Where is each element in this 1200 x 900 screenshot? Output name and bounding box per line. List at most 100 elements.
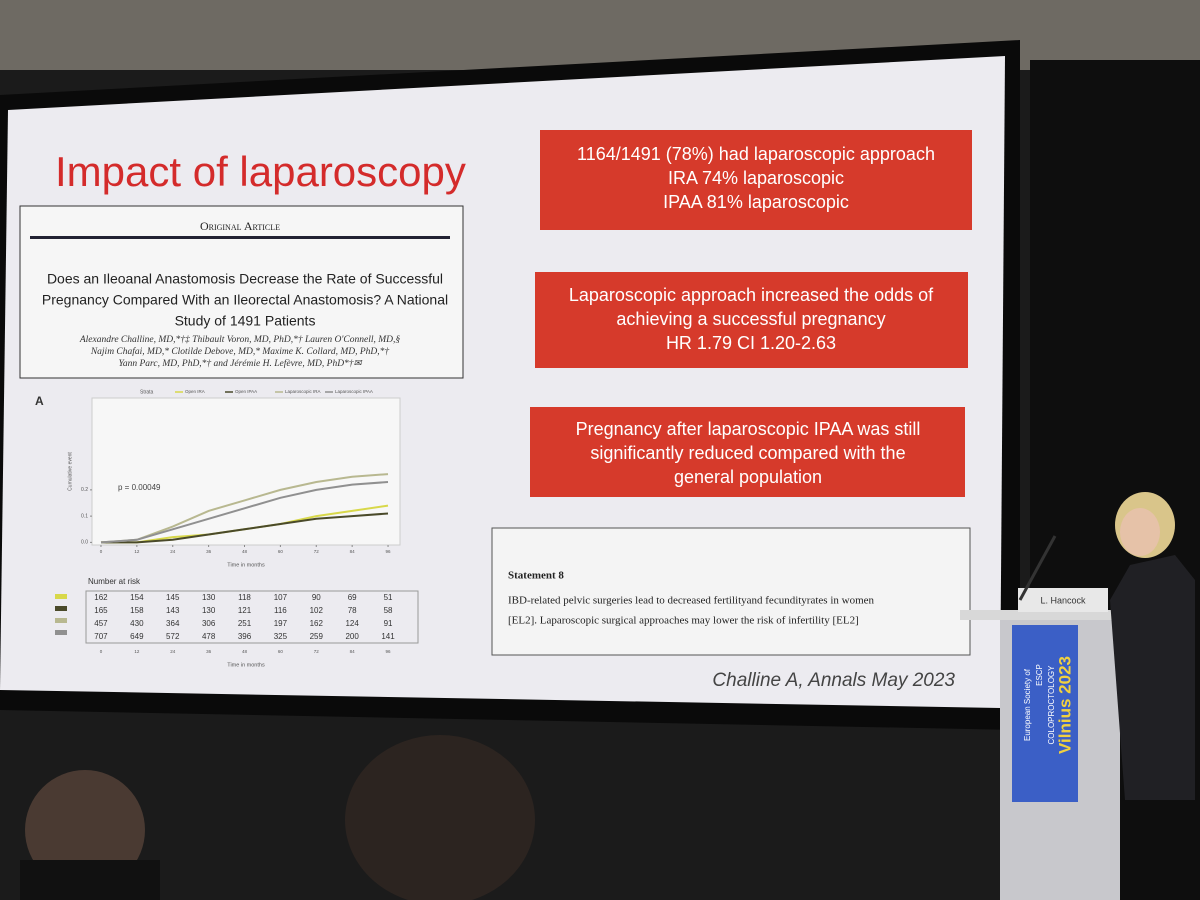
finding-box <box>540 130 972 230</box>
x-axis-label: Time in months <box>227 662 265 668</box>
risk-row-swatch <box>55 618 67 623</box>
km-curve <box>101 512 389 544</box>
risk-row-swatch <box>55 594 67 599</box>
x-tick-label: 12 <box>134 649 140 654</box>
legend-label: Open IPAA <box>235 389 257 394</box>
name-card <box>1018 588 1108 612</box>
finding-text: general population <box>674 467 822 487</box>
panel-label: A <box>35 394 44 408</box>
risk-table-title: Number at risk <box>88 577 141 586</box>
x-tick-label: 24 <box>170 549 176 554</box>
risk-cell: 91 <box>384 619 393 628</box>
x-tick-label: 48 <box>242 549 248 554</box>
x-tick-label: 0 <box>100 649 103 654</box>
risk-cell: 90 <box>312 593 321 602</box>
slide-title: Impact of laparoscopy <box>55 148 466 195</box>
finding-text: 1164/1491 (78%) had laparoscopic approac… <box>577 144 935 164</box>
risk-cell: 107 <box>274 593 288 602</box>
banner <box>1012 625 1078 802</box>
y-tick-label: 0.2 <box>81 487 88 493</box>
risk-cell: 707 <box>94 632 108 641</box>
x-tick-label: 84 <box>350 649 356 654</box>
article-title: Does an Ileoanal Anastomosis Decrease th… <box>47 271 443 287</box>
statement-heading: Statement 8 <box>508 570 564 582</box>
risk-cell: 143 <box>166 606 180 615</box>
banner-text: COLOPROCTOLOGY <box>1047 665 1056 745</box>
risk-cell: 141 <box>381 632 395 641</box>
finding-text: Pregnancy after laparoscopic IPAA was st… <box>576 419 921 439</box>
article-box <box>19 205 464 379</box>
risk-cell: 118 <box>238 593 251 602</box>
risk-cell: 572 <box>166 632 180 641</box>
speaker-face <box>1120 508 1160 556</box>
y-tick-label: 0.1 <box>81 513 88 519</box>
risk-cell: 259 <box>310 632 324 641</box>
risk-cell: 69 <box>348 593 357 602</box>
x-tick-label: 36 <box>206 549 212 554</box>
statement-box <box>491 527 971 656</box>
speaker-body <box>1110 555 1195 800</box>
statement-text: IBD-related pelvic surgeries lead to dec… <box>508 595 875 607</box>
risk-cell: 102 <box>310 606 324 615</box>
finding-box <box>530 407 965 497</box>
banner-text: Vilnius 2023 <box>1055 656 1074 754</box>
article-title: Pregnancy Compared With an Ileorectal An… <box>42 292 448 308</box>
finding-text: IRA 74% laparoscopic <box>668 168 844 188</box>
article-rule <box>30 236 450 239</box>
y-tick-label: 0.0 <box>81 540 88 546</box>
audience-body <box>20 860 160 900</box>
article-title: Study of 1491 Patients <box>175 313 316 329</box>
x-tick-label: 12 <box>134 549 140 554</box>
annotation: p = 0.00049 <box>118 483 161 492</box>
risk-cell: 200 <box>345 632 359 641</box>
x-axis-label: Time in months <box>227 562 265 568</box>
x-tick-label: 72 <box>314 549 320 554</box>
statement-text: [EL2]. Laparoscopic surgical approaches … <box>508 615 859 627</box>
y-axis-label: Cumulative event <box>67 452 73 491</box>
x-tick-label: 60 <box>278 649 284 654</box>
risk-cell: 478 <box>202 632 216 641</box>
microphone <box>1018 535 1057 601</box>
risk-row-swatch <box>55 630 67 635</box>
risk-cell: 162 <box>310 619 324 628</box>
risk-cell: 124 <box>345 619 359 628</box>
risk-cell: 251 <box>238 619 252 628</box>
name-card-text: L. Hancock <box>1040 595 1086 605</box>
x-tick-label: 48 <box>242 649 248 654</box>
risk-cell: 430 <box>130 619 144 628</box>
risk-cell: 158 <box>130 606 144 615</box>
risk-cell: 116 <box>274 606 287 615</box>
risk-cell: 121 <box>238 606 252 615</box>
risk-cell: 51 <box>384 593 393 602</box>
finding-text: Laparoscopic approach increased the odds… <box>569 285 934 305</box>
risk-row-swatch <box>55 606 67 611</box>
risk-cell: 649 <box>130 632 144 641</box>
citation: Challine A, Annals May 2023 <box>712 670 955 691</box>
risk-cell: 396 <box>238 632 252 641</box>
x-tick-label: 36 <box>206 649 212 654</box>
x-tick-label: 24 <box>170 649 176 654</box>
risk-cell: 130 <box>202 606 216 615</box>
article-section: Original Article <box>200 219 280 233</box>
x-tick-label: 0 <box>100 549 103 554</box>
finding-text: significantly reduced compared with the <box>590 443 905 463</box>
x-tick-label: 72 <box>314 649 320 654</box>
x-tick-label: 96 <box>386 649 392 654</box>
risk-cell: 457 <box>94 619 108 628</box>
risk-cell: 165 <box>94 606 108 615</box>
x-tick-label: 96 <box>386 549 392 554</box>
article-authors: Najim Chafai, MD,* Clotilde Debove, MD,*… <box>90 346 390 357</box>
finding-text: HR 1.79 CI 1.20-2.63 <box>666 333 836 353</box>
risk-cell: 154 <box>130 593 144 602</box>
finding-text: IPAA 81% laparoscopic <box>663 192 849 212</box>
article-authors: Yann Parc, MD, PhD,*† and Jérémie H. Lef… <box>118 358 362 369</box>
article-authors: Alexandre Challine, MD,*†‡ Thibault Voro… <box>79 335 401 345</box>
legend-label: Laparoscopic IPAA <box>335 389 373 394</box>
lectern-top <box>960 610 1150 620</box>
risk-cell: 325 <box>274 632 288 641</box>
risk-cell: 58 <box>384 606 393 615</box>
audience-head <box>345 735 535 900</box>
risk-cell: 130 <box>202 593 216 602</box>
